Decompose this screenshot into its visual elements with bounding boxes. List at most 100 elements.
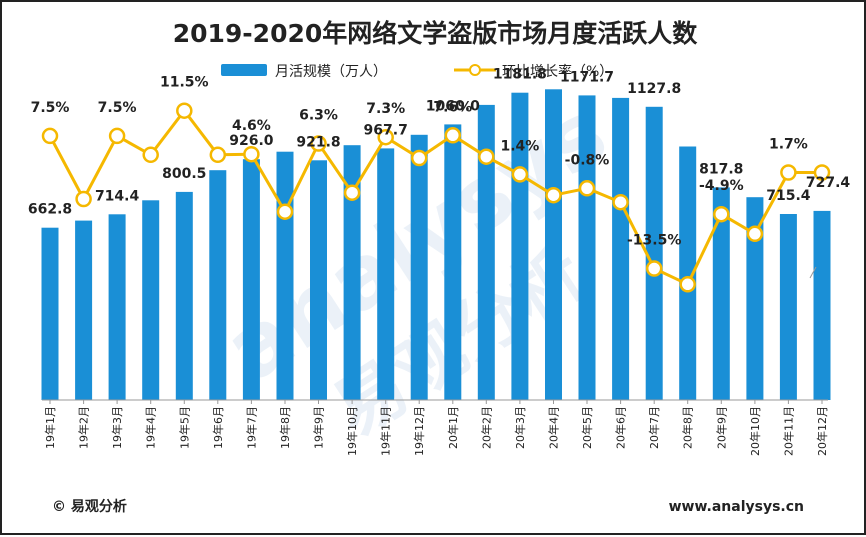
bar-value-label: 714.4	[95, 188, 140, 204]
growth-value-label: 7.5%	[31, 100, 70, 116]
x-tick-label-12: 19年12月	[412, 406, 426, 456]
bar-value-label: 817.8	[699, 161, 743, 177]
growth-point-11	[377, 128, 394, 146]
bar-1	[41, 227, 59, 400]
bar-6	[209, 170, 227, 400]
bar-value-label: 800.5	[162, 166, 206, 182]
bar-9	[310, 160, 327, 400]
footer-website: www.analysys.cn	[669, 499, 804, 515]
bar-19	[645, 106, 663, 401]
legend: 月活规模（万人） 环比增长率（%）	[221, 63, 613, 80]
growth-point-6	[209, 146, 227, 164]
x-tick-label-14: 20年2月	[479, 406, 493, 449]
x-axis-ticks: 19年1月 19年2月 19年3月 19年4月 19年5月 19年6月 19年7月 19年8月…	[43, 400, 829, 456]
bar-value-label: 727.4	[806, 175, 851, 191]
growth-point-4	[142, 146, 159, 164]
bar-24	[813, 210, 831, 400]
x-tick-label-1: 19年1月	[43, 406, 57, 449]
bar-23	[779, 214, 797, 400]
growth-point-12	[410, 149, 428, 167]
x-tick-label-2: 19年2月	[77, 406, 91, 449]
growth-point-3	[108, 127, 126, 145]
footer-source: © 易观分析	[52, 498, 127, 515]
x-tick-label-13: 20年1月	[446, 406, 460, 449]
growth-point-9	[310, 135, 327, 152]
chart-title: 2019-2020年网络文学盗版市场月度活跃人数	[173, 19, 699, 48]
growth-point-22	[746, 225, 764, 243]
bar-22	[746, 197, 764, 400]
x-tick-label-10: 19年10月	[345, 406, 359, 456]
growth-point-20	[679, 276, 696, 293]
bar-16	[545, 89, 562, 401]
growth-value-label: 7.5%	[98, 100, 137, 116]
bar-value-label: 926.0	[229, 133, 274, 149]
bar-4	[142, 200, 160, 400]
growth-point-17	[578, 180, 596, 197]
growth-point-14	[478, 148, 495, 165]
growth-value-label: -4.9%	[699, 178, 744, 194]
growth-point-7	[243, 145, 260, 163]
bar-value-label: 715.4	[766, 188, 811, 204]
bar-10	[343, 145, 361, 400]
bar-11	[377, 148, 395, 400]
growth-point-24	[813, 164, 831, 181]
growth-point-19	[645, 260, 663, 277]
legend-line-marker	[469, 64, 481, 76]
bar-value-label: 1060.0	[426, 98, 480, 114]
bar-label-leader	[809, 266, 817, 279]
bar-3	[108, 214, 126, 400]
growth-point-8	[276, 203, 294, 220]
line-layer	[41, 102, 831, 293]
bar-18	[612, 97, 630, 401]
legend-bar-label: 月活规模（万人）	[275, 64, 387, 80]
bar-labels-layer: 662.8 714.4 800.5 926.0 921.8 967.7 1060.0 1181…	[28, 67, 851, 218]
growth-point-13	[444, 127, 462, 144]
growth-value-label: 1.7%	[769, 137, 808, 153]
x-tick-label-22: 20年10月	[748, 406, 762, 456]
growth-value-label: 7.3%	[366, 101, 405, 117]
bar-2	[75, 220, 93, 400]
bar-13	[444, 124, 462, 401]
x-tick-label-3: 19年3月	[110, 406, 124, 449]
line-labels-layer: 7.5% 7.5% 11.5% 4.6% 6.3% 7.3% 7.6% 1.4% -0.8% -1…	[31, 75, 808, 249]
growth-point-2	[75, 190, 92, 208]
growth-line	[48, 109, 822, 286]
bars-layer	[41, 89, 831, 401]
x-tick-label-20: 20年8月	[681, 406, 695, 449]
growth-value-label: 4.6%	[232, 118, 271, 134]
bar-value-label: 921.8	[296, 134, 340, 150]
growth-value-label: 1.4%	[500, 138, 539, 154]
bar-14	[477, 104, 495, 401]
growth-value-label: -13.5%	[627, 233, 681, 249]
growth-value-label: 7.6%	[433, 99, 472, 115]
x-tick-label-6: 19年6月	[211, 406, 225, 449]
bar-17	[578, 95, 596, 401]
growth-point-1	[41, 127, 59, 145]
bar-8	[276, 151, 294, 400]
legend-line-label: 环比增长率（%）	[502, 63, 613, 80]
x-tick-label-19: 20年7月	[647, 406, 661, 449]
growth-value-label: 11.5%	[160, 75, 209, 91]
bar-12	[410, 134, 428, 401]
growth-value-label: -0.8%	[565, 152, 610, 168]
x-tick-label-15: 20年3月	[513, 406, 527, 449]
x-tick-label-18: 20年6月	[614, 406, 628, 449]
growth-point-18	[612, 193, 629, 211]
growth-point-5	[176, 102, 193, 119]
growth-point-21	[713, 205, 730, 223]
bar-value-label: 1181.8	[493, 67, 547, 83]
x-tick-label-24: 20年12月	[815, 406, 829, 456]
bar-21	[712, 187, 730, 400]
x-tick-label-23: 20年11月	[781, 406, 795, 456]
x-tick-label-8: 19年8月	[278, 406, 292, 449]
bar-5	[175, 191, 193, 400]
legend-bar-swatch	[221, 64, 267, 76]
x-tick-label-17: 20年5月	[580, 406, 594, 449]
growth-point-16	[545, 186, 562, 204]
growth-point-10	[343, 184, 361, 201]
bar-value-label: 1127.8	[627, 81, 681, 97]
x-tick-label-4: 19年4月	[144, 406, 158, 449]
x-tick-label-16: 20年4月	[547, 406, 561, 449]
